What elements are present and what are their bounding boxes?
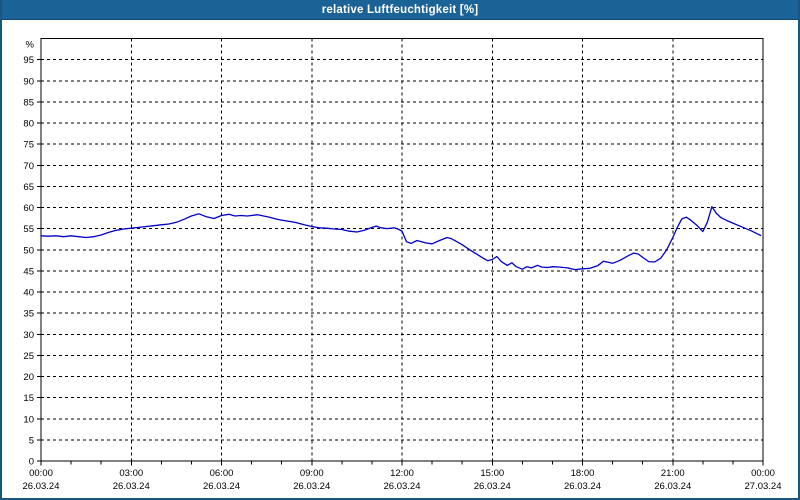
y-tick-label: 95 bbox=[23, 55, 34, 66]
y-tick-label: 75 bbox=[23, 140, 34, 151]
y-tick-label: 90 bbox=[23, 76, 34, 87]
y-tick-label: 0 bbox=[29, 457, 34, 468]
y-tick-label: 65 bbox=[23, 182, 34, 193]
y-tick-label: 80 bbox=[23, 119, 34, 130]
title-bar: relative Luftfeuchtigkeit [%] bbox=[2, 0, 798, 20]
y-tick-label: 70 bbox=[23, 161, 34, 172]
x-tick-time-label: 18:00 bbox=[571, 468, 595, 479]
y-tick-label: 30 bbox=[23, 330, 34, 341]
x-tick-date-label: 26.03.24 bbox=[23, 481, 60, 492]
x-tick-date-label: 27.03.24 bbox=[745, 481, 782, 492]
y-tick-label: 60 bbox=[23, 203, 34, 214]
x-tick-date-label: 26.03.24 bbox=[654, 481, 691, 492]
plot-background bbox=[4, 20, 798, 498]
y-tick-label: 40 bbox=[23, 288, 34, 299]
humidity-line-chart: 0 5 10 15 20 25 30 35 40 45 50 55 60 65 70 75 80 85 90 95% 0… bbox=[4, 20, 798, 498]
y-tick-label: 55 bbox=[23, 224, 34, 235]
y-tick-label: 5 bbox=[29, 435, 34, 446]
y-tick-label: 15 bbox=[23, 393, 34, 404]
window-title: relative Luftfeuchtigkeit [%] bbox=[321, 3, 479, 16]
x-tick-time-label: 12:00 bbox=[390, 468, 414, 479]
x-tick-time-label: 09:00 bbox=[300, 468, 324, 479]
y-tick-label: 50 bbox=[23, 245, 34, 256]
y-tick-label: 85 bbox=[23, 97, 34, 108]
x-tick-time-label: 03:00 bbox=[119, 468, 143, 479]
x-tick-time-label: 21:00 bbox=[661, 468, 685, 479]
y-tick-label: 20 bbox=[23, 372, 34, 383]
y-tick-label: 35 bbox=[23, 309, 34, 320]
plot-frame bbox=[40, 38, 764, 462]
y-tick-label: 45 bbox=[23, 266, 34, 277]
y-tick-label: 10 bbox=[23, 414, 34, 425]
x-tick-date-label: 26.03.24 bbox=[293, 481, 330, 492]
x-tick-date-label: 26.03.24 bbox=[203, 481, 240, 492]
x-tick-date-label: 26.03.24 bbox=[474, 481, 511, 492]
y-tick-label: 25 bbox=[23, 351, 34, 362]
x-tick-time-label: 15:00 bbox=[480, 468, 504, 479]
x-tick-time-label: 06:00 bbox=[210, 468, 234, 479]
x-tick-date-label: 26.03.24 bbox=[384, 481, 421, 492]
x-tick-time-label: 00:00 bbox=[751, 468, 775, 479]
y-axis-unit-label: % bbox=[26, 40, 35, 51]
x-tick-time-label: 00:00 bbox=[29, 468, 53, 479]
humidity-series-line bbox=[40, 206, 762, 271]
chart-area: 0 5 10 15 20 25 30 35 40 45 50 55 60 65 70 75 80 85 90 95% 0… bbox=[4, 20, 798, 498]
x-tick-date-label: 26.03.24 bbox=[113, 481, 150, 492]
x-tick-date-label: 26.03.24 bbox=[564, 481, 601, 492]
